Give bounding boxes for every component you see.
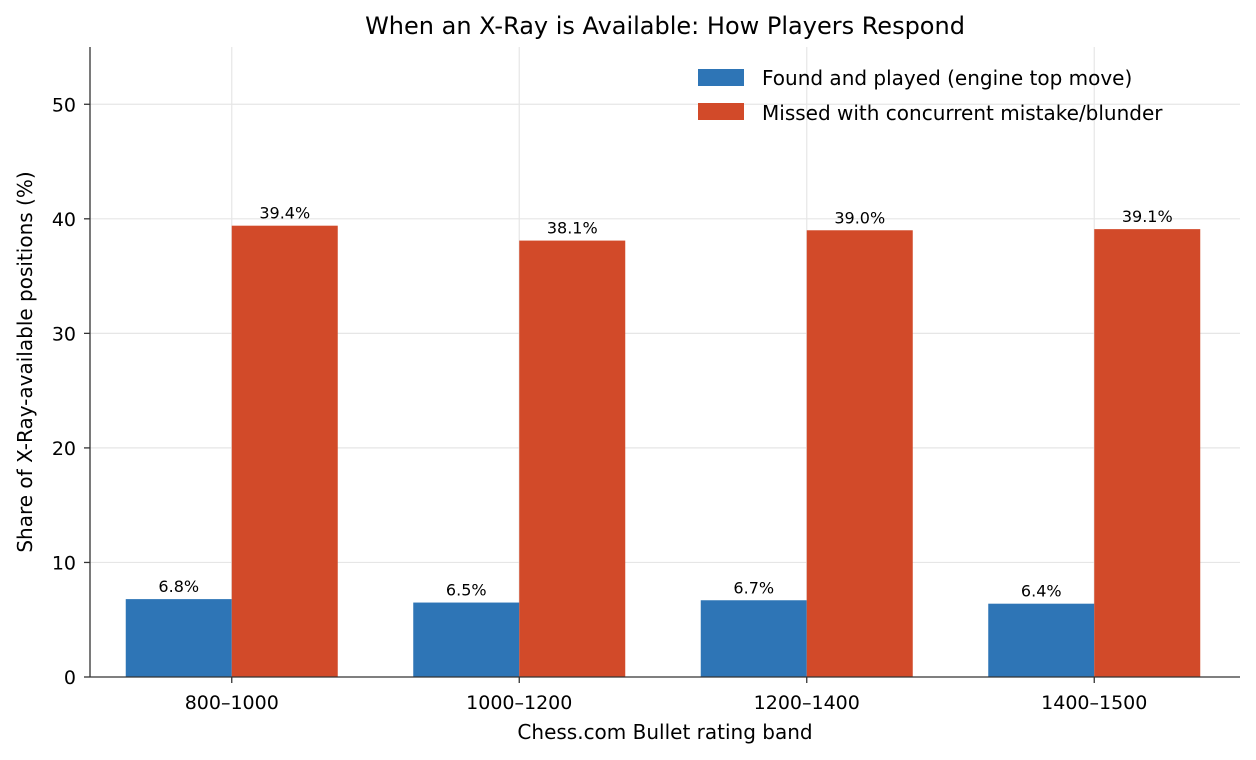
bar-missed [519, 240, 626, 677]
x-tick-label: 800–1000 [185, 692, 279, 714]
bar-value-label: 6.8% [158, 577, 199, 596]
y-tick-label: 50 [52, 94, 76, 116]
x-tick-label: 1200–1400 [754, 692, 860, 714]
bar-found [413, 602, 520, 677]
y-tick-label: 40 [52, 209, 76, 231]
x-tick-label: 1400–1500 [1041, 692, 1147, 714]
bar-missed [806, 230, 913, 678]
chart-title: When an X-Ray is Available: How Players … [365, 12, 965, 40]
axes [89, 47, 1240, 678]
y-tick-label: 30 [52, 323, 76, 345]
y-tick-label: 0 [64, 667, 76, 689]
legend-label-missed: Missed with concurrent mistake/blunder [762, 101, 1163, 125]
bar-found [988, 603, 1095, 677]
y-ticks: 0 10 20 30 40 50 [52, 94, 90, 689]
legend-label-found: Found and played (engine top move) [762, 66, 1132, 90]
bar-found [125, 599, 232, 677]
bar-value-label: 6.5% [446, 581, 487, 600]
bar-found [700, 600, 807, 677]
x-tick-label: 1000–1200 [466, 692, 572, 714]
x-axis-label: Chess.com Bullet rating band [517, 720, 812, 744]
x-ticks: 800–1000 1000–1200 1200–1400 1400–1500 [185, 677, 1147, 714]
bar-value-label: 39.1% [1122, 207, 1173, 226]
legend-swatch-missed [698, 103, 744, 120]
legend-swatch-found [698, 69, 744, 86]
bar-missed [231, 225, 338, 677]
legend: Found and played (engine top move) Misse… [698, 66, 1163, 125]
y-tick-label: 10 [52, 552, 76, 574]
bars [125, 225, 1201, 678]
bar-value-label: 38.1% [547, 219, 598, 238]
bar-value-label: 39.4% [259, 204, 310, 223]
bar-value-labels: 6.8% 6.5% 6.7% 6.4% 39.4% 38.1% 39.0% 39.1% [158, 204, 1172, 601]
bar-missed [1094, 229, 1201, 678]
bar-value-label: 6.7% [733, 578, 774, 597]
bar-value-label: 6.4% [1021, 582, 1062, 601]
y-tick-label: 20 [52, 438, 76, 460]
y-axis-label: Share of X-Ray-available positions (%) [13, 171, 37, 552]
bar-value-label: 39.0% [834, 208, 885, 227]
